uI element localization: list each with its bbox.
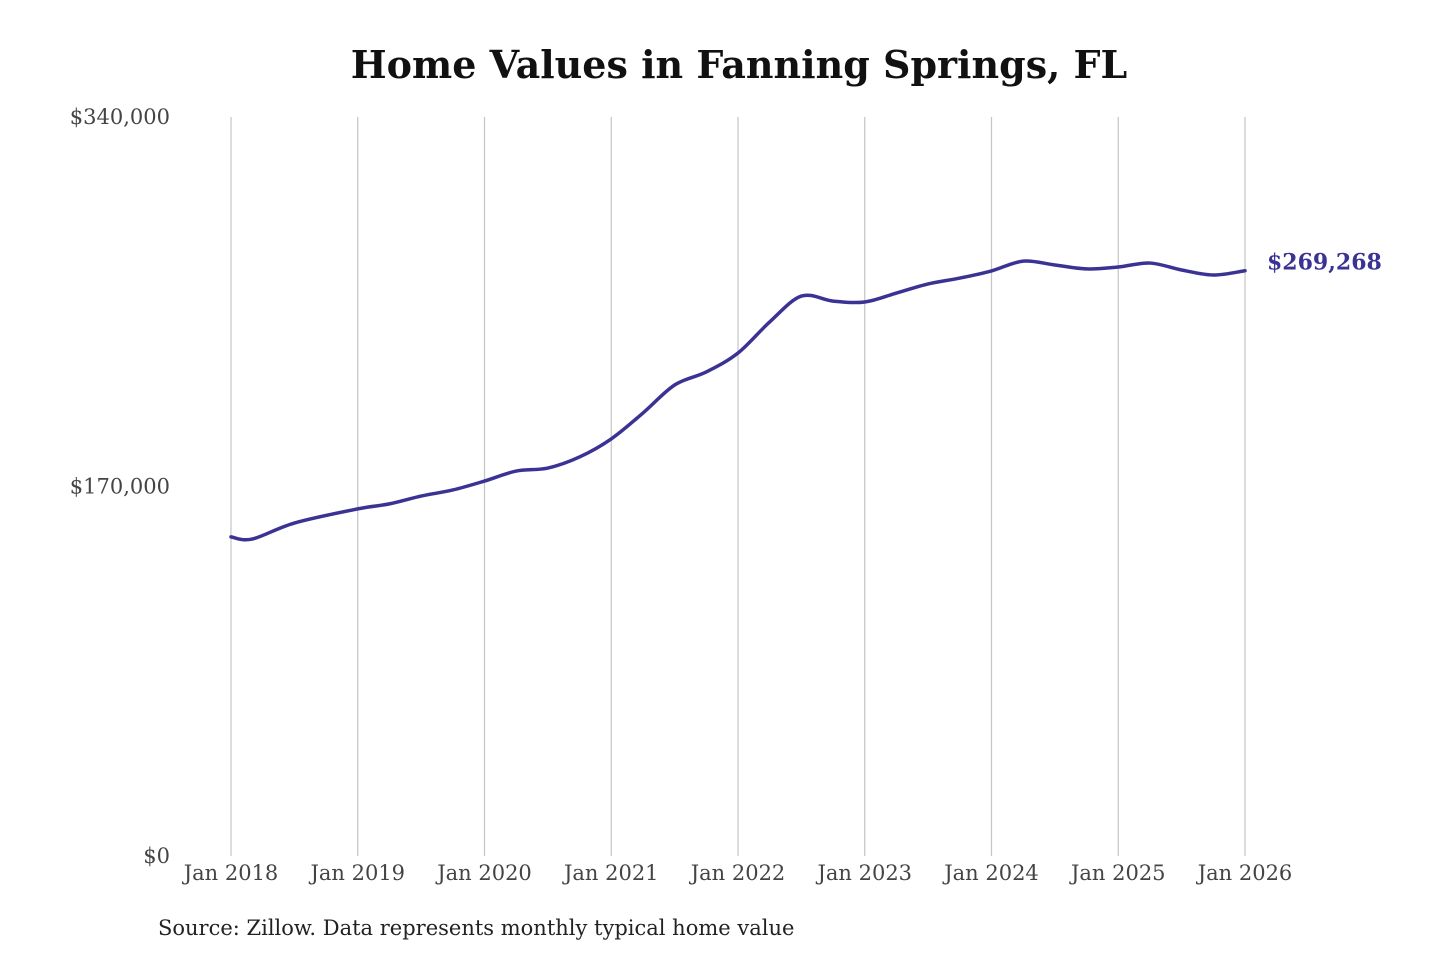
y-tick-label: $0 — [143, 844, 170, 868]
x-tick-label: Jan 2023 — [815, 861, 912, 885]
x-tick-label: Jan 2021 — [562, 861, 659, 885]
series-line — [229, 259, 1247, 542]
x-tick-label: Jan 2024 — [942, 861, 1039, 885]
source-note: Source: Zillow. Data represents monthly … — [158, 916, 795, 940]
end-value-label: $269,268 — [1267, 250, 1382, 276]
y-tick-label: $170,000 — [70, 475, 170, 499]
x-tick-label: Jan 2022 — [689, 861, 786, 885]
chart-title: Home Values in Fanning Springs, FL — [350, 42, 1128, 87]
x-tick-label: Jan 2020 — [435, 861, 532, 885]
x-tick-label: Jan 2026 — [1196, 861, 1293, 885]
x-tick-label: Jan 2018 — [182, 861, 279, 885]
x-tick-label: Jan 2019 — [308, 861, 405, 885]
x-tick-label: Jan 2025 — [1069, 861, 1166, 885]
y-tick-label: $340,000 — [70, 105, 170, 129]
